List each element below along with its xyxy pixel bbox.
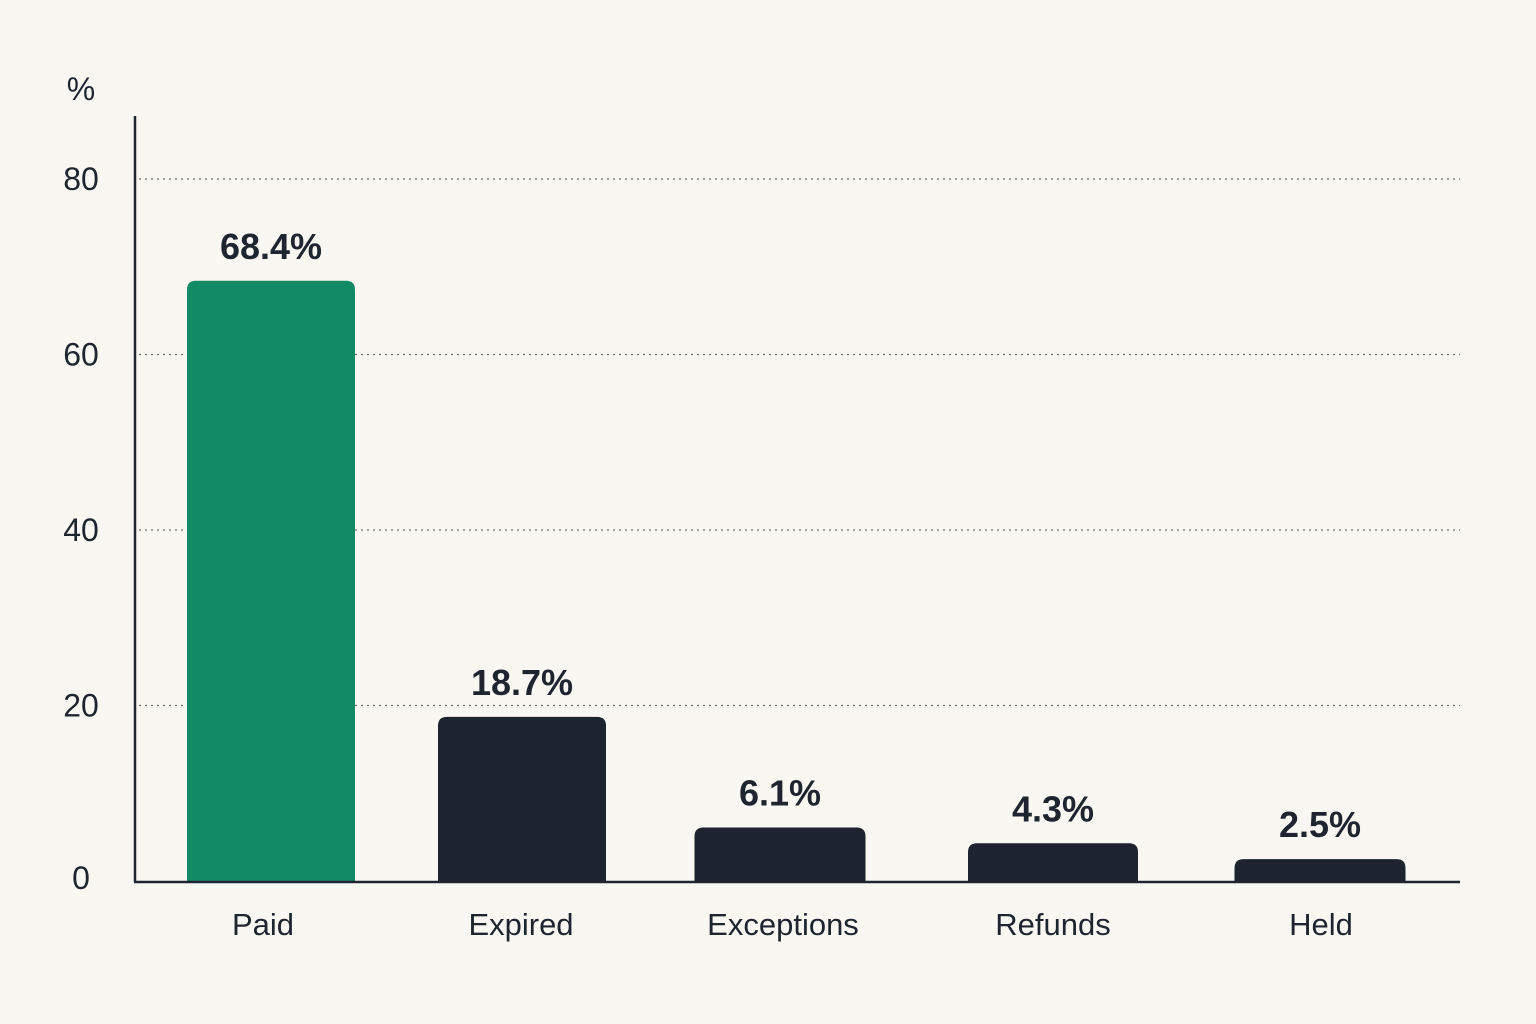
category-label: Expired	[468, 907, 573, 942]
y-axis-unit-label: %	[67, 71, 95, 107]
value-labels: 68.4% 18.7% 6.1% 4.3% 2.5%	[220, 226, 1361, 845]
y-tick-label: 20	[63, 688, 99, 724]
y-tick-label: 0	[72, 860, 90, 896]
value-label: 2.5%	[1279, 804, 1361, 845]
bar-paid	[187, 280, 355, 882]
gridlines	[139, 178, 1460, 707]
bar-expired	[438, 716, 606, 882]
value-label: 6.1%	[739, 772, 821, 813]
value-label: 18.7%	[471, 662, 573, 703]
category-label: Refunds	[995, 907, 1110, 942]
y-tick-label: 80	[63, 161, 99, 197]
y-tick-label: 40	[63, 512, 99, 548]
value-label: 4.3%	[1012, 788, 1094, 829]
bar-exceptions	[694, 827, 866, 882]
y-tick-labels: 0 20 40 60 80	[63, 161, 99, 896]
category-labels: Paid Expired Exceptions Refunds Held	[232, 907, 1353, 942]
category-label: Held	[1289, 907, 1353, 942]
value-label: 68.4%	[220, 226, 322, 267]
y-tick-label: 60	[63, 337, 99, 373]
bars	[187, 280, 1406, 882]
category-label: Exceptions	[707, 907, 859, 942]
bar-held	[1234, 859, 1406, 882]
axes	[133, 116, 1460, 884]
bar-refunds	[968, 843, 1138, 882]
category-label: Paid	[232, 907, 294, 942]
